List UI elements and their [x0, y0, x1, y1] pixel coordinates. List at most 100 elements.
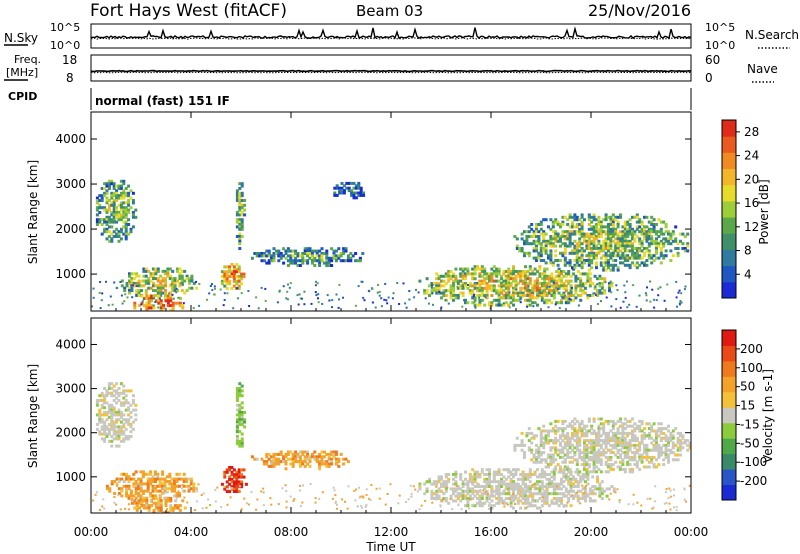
echo-cell	[587, 242, 591, 246]
echo-cell	[105, 208, 109, 212]
echo-cell	[580, 451, 584, 455]
echo-cell	[132, 277, 136, 281]
echo-cell	[580, 223, 584, 226]
echo-cell	[566, 244, 570, 248]
echo-cell	[418, 482, 422, 486]
echo-cell	[566, 230, 570, 234]
echo-cell	[568, 443, 572, 447]
echo-speck	[683, 487, 686, 490]
echo-cell	[597, 439, 601, 443]
echo-speck	[484, 490, 487, 493]
echo-cell	[671, 458, 675, 462]
echo-cell	[124, 208, 128, 212]
echo-cell	[652, 439, 656, 443]
echo-cell	[235, 437, 239, 441]
echo-speck	[282, 285, 285, 288]
echo-cell	[286, 254, 290, 258]
echo-cell	[571, 230, 574, 234]
echo-cell	[313, 249, 317, 253]
echo-cell	[95, 403, 99, 407]
echo-cell	[607, 470, 610, 474]
echo-cell	[174, 506, 178, 510]
echo-cell	[497, 492, 501, 496]
echo-cell	[626, 256, 630, 260]
echo-cell	[616, 223, 620, 226]
echo-speck	[231, 487, 233, 490]
echo-cell	[456, 485, 460, 488]
echo-cell	[464, 301, 467, 305]
echo-speck	[577, 304, 580, 307]
echo-cell	[165, 480, 169, 483]
echo-cell	[583, 451, 586, 455]
echo-cell	[296, 455, 300, 459]
echo-cell	[563, 249, 567, 253]
echo-speck	[653, 306, 656, 309]
echo-cell	[561, 439, 565, 443]
echo-cell	[238, 218, 242, 222]
echo-cell	[497, 289, 501, 293]
echo-cell	[543, 267, 547, 271]
echo-cell	[112, 215, 116, 219]
echo-cell	[100, 394, 104, 398]
echo-cell	[337, 457, 341, 461]
echo-cell	[444, 480, 448, 484]
echo-cell	[560, 270, 563, 273]
echo-cell	[604, 261, 608, 265]
echo-speck	[111, 303, 114, 306]
echo-cell	[595, 235, 598, 238]
echo-cell	[185, 289, 189, 293]
echo-cell	[575, 458, 579, 462]
echo-cell	[140, 279, 143, 283]
echo-cell	[575, 441, 579, 445]
echo-cell	[117, 427, 121, 431]
echo-cell	[616, 244, 620, 248]
echo-cell	[507, 267, 511, 271]
echo-cell	[473, 270, 477, 273]
echo-cell	[664, 453, 668, 457]
echo-cell	[464, 267, 467, 271]
echo-cell	[578, 227, 582, 231]
echo-cell	[147, 301, 151, 305]
echo-cell	[539, 458, 543, 462]
echo-cell	[127, 408, 131, 412]
echo-cell	[150, 294, 154, 298]
echo-cell	[188, 277, 191, 281]
echo-cell	[504, 274, 508, 278]
echo-cell	[571, 431, 574, 435]
echo-cell	[270, 259, 274, 263]
echo-cell	[579, 477, 583, 481]
echo-cell	[440, 477, 443, 481]
echo-cell	[623, 225, 627, 229]
echo-cell	[645, 232, 649, 236]
echo-cell	[527, 251, 531, 255]
echo-cell	[595, 431, 598, 435]
echo-cell	[635, 436, 639, 440]
echo-cell	[456, 296, 460, 300]
echo-cell	[132, 484, 136, 488]
echo-cell	[318, 261, 322, 265]
nave-tick-bottom: 0	[705, 71, 713, 85]
echo-cell	[609, 223, 613, 226]
echo-cell	[476, 470, 479, 474]
echo-cell	[478, 475, 482, 479]
echo-cell	[616, 225, 620, 229]
echo-cell	[623, 446, 627, 450]
echo-cell	[586, 296, 590, 300]
echo-cell	[161, 269, 165, 273]
echo-cell	[555, 501, 559, 505]
echo-cell	[115, 189, 119, 193]
echo-cell	[559, 251, 562, 255]
echo-cell	[175, 480, 179, 483]
echo-speck	[186, 501, 189, 504]
echo-cell	[119, 430, 123, 434]
echo-cell	[635, 439, 639, 443]
echo-cell	[603, 289, 607, 293]
echo-cell	[500, 492, 503, 496]
echo-cell	[611, 436, 615, 440]
echo-cell	[610, 485, 614, 488]
echo-cell	[527, 242, 531, 246]
echo-cell	[539, 434, 543, 438]
echo-cell	[650, 223, 654, 226]
echo-cell	[133, 306, 137, 310]
echo-cell	[444, 499, 448, 503]
